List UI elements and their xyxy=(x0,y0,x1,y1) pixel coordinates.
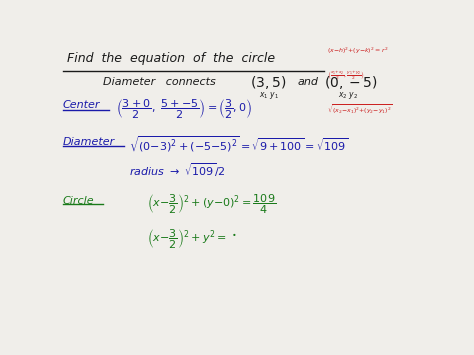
Text: $\sqrt{(0{-}3)^2+({-}5{-}5)^2}=\sqrt{9+100}=\sqrt{109}$: $\sqrt{(0{-}3)^2+({-}5{-}5)^2}=\sqrt{9+1… xyxy=(129,135,348,154)
Text: Diameter   connects: Diameter connects xyxy=(103,77,216,87)
Text: radius $\rightarrow$ $\sqrt{109}/2$: radius $\rightarrow$ $\sqrt{109}/2$ xyxy=(129,162,226,179)
Text: and: and xyxy=(298,77,319,87)
Text: $\left(x{-}\dfrac{3}{2}\right)^2+(y{-}0)^2=\dfrac{109}{4}$: $\left(x{-}\dfrac{3}{2}\right)^2+(y{-}0)… xyxy=(147,193,276,217)
Text: $x_2\ y_2$: $x_2\ y_2$ xyxy=(338,91,359,102)
Text: $(x{-}h)^2{+}(y{-}k)^2{=}r^2$: $(x{-}h)^2{+}(y{-}k)^2{=}r^2$ xyxy=(328,45,389,56)
Text: $\sqrt{(x_2{-}x_1)^2{+}(y_2{-}y_1)^2}$: $\sqrt{(x_2{-}x_1)^2{+}(y_2{-}y_1)^2}$ xyxy=(328,103,393,116)
Text: Circle: Circle xyxy=(63,196,94,206)
Text: $\left(\frac{x_1{+}x_2}{2},\frac{y_1{+}y_2}{2}\right)$: $\left(\frac{x_1{+}x_2}{2},\frac{y_1{+}y… xyxy=(328,70,365,82)
Text: $\left(\dfrac{3+0}{2},\ \dfrac{5+{-5}}{2}\right)=\left(\dfrac{3}{2},0\right)$: $\left(\dfrac{3+0}{2},\ \dfrac{5+{-5}}{2… xyxy=(116,97,253,121)
Text: $x_1\ y_1$: $x_1\ y_1$ xyxy=(259,91,280,102)
Text: Center: Center xyxy=(63,100,100,110)
Text: Diameter: Diameter xyxy=(63,137,115,147)
Text: $\left(x{-}\dfrac{3}{2}\right)^2+y^2=\ ^{\bullet}$: $\left(x{-}\dfrac{3}{2}\right)^2+y^2=\ ^… xyxy=(147,227,238,251)
Text: $(0,-5)$: $(0,-5)$ xyxy=(324,74,377,91)
Text: Find  the  equation  of  the  circle: Find the equation of the circle xyxy=(66,52,275,65)
Text: $(3,5)$: $(3,5)$ xyxy=(250,74,287,91)
